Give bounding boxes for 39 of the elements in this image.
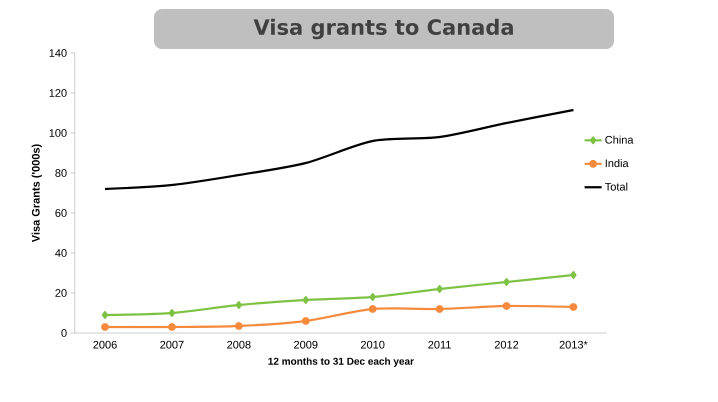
y-tick-label: 40 [55, 249, 67, 257]
point [502, 302, 510, 310]
point [570, 303, 578, 311]
y-axis-title: Visa Grants ('000s) [32, 144, 42, 242]
point [302, 296, 309, 304]
point [168, 309, 176, 317]
x-tick-label: 2010 [360, 340, 384, 349]
x-tick-label: 2006 [93, 340, 117, 349]
y-tick-label: 100 [50, 129, 67, 137]
x-tick-label: 2009 [294, 340, 318, 349]
point [102, 311, 108, 319]
point [368, 305, 377, 313]
point [302, 317, 310, 325]
point [436, 285, 443, 293]
x-tick-label: 2008 [227, 340, 251, 349]
point [369, 293, 376, 301]
x-tick-label: 2011 [428, 340, 451, 349]
y-tick-label: 80 [55, 169, 67, 177]
y-tick-label: 20 [55, 289, 67, 297]
point [236, 301, 242, 309]
x-axis-title: 12 months to 31 Dec each year [268, 357, 414, 367]
point [234, 322, 243, 330]
y-tick-label: 120 [50, 89, 67, 97]
x-tick-label: 2013* [560, 340, 588, 349]
point [436, 305, 444, 313]
point [503, 278, 510, 286]
chart-title: Visa grants to Canada [254, 18, 513, 40]
y-tick-label: 60 [55, 209, 67, 217]
point [168, 323, 176, 331]
point [570, 271, 577, 279]
point [101, 323, 109, 331]
legend-label: China [605, 136, 634, 144]
line-series [104, 108, 575, 190]
legend-label: India [606, 159, 629, 168]
y-tick-label: 0 [61, 329, 67, 337]
legend-label: Total [605, 182, 628, 191]
x-tick-label: 2012 [494, 340, 518, 349]
x-tick-label: 2007 [160, 340, 184, 349]
y-tick-label: 140 [50, 49, 67, 57]
